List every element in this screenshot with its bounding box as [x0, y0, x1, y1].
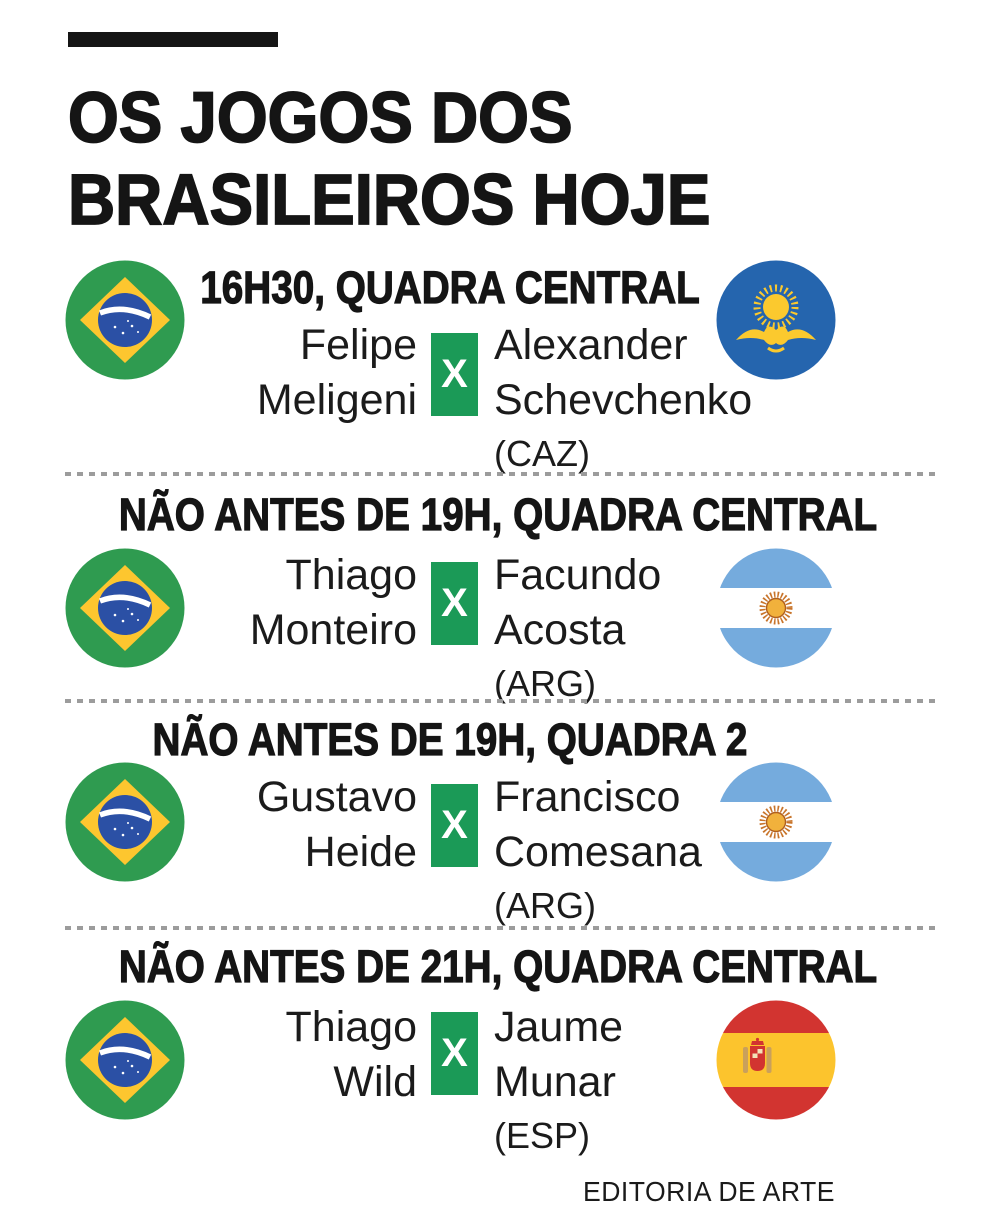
player1-first-name: Thiago — [285, 1003, 417, 1051]
versus-badge: X — [431, 333, 478, 416]
versus-badge: X — [431, 1012, 478, 1095]
player1-first-name: Gustavo — [256, 773, 417, 821]
player2-country-code: (ESP) — [494, 1115, 591, 1156]
player2-name: Alexander Schevchenko (CAZ) — [494, 318, 874, 480]
player2-country-code: (ARG) — [494, 663, 596, 704]
player1-last-name: Heide — [304, 828, 417, 876]
player2-last-name: Munar — [494, 1058, 616, 1106]
player2-last-name: Comesana — [494, 828, 702, 876]
player2-first-name: Facundo — [494, 551, 662, 599]
player2-first-name: Jaume — [494, 1003, 624, 1051]
player1-last-name: Monteiro — [249, 606, 417, 654]
match-time-court: 16H30, QUADRA CENTRAL — [200, 261, 701, 313]
argentina-flag-icon — [716, 762, 836, 882]
versus-label: X — [441, 581, 468, 625]
player2-name: Francisco Comesana (ARG) — [494, 770, 874, 932]
section-divider — [65, 926, 937, 930]
player1-first-name: Thiago — [285, 551, 417, 599]
page-title-line2: BRASILEIROS HOJE — [67, 160, 711, 241]
section-divider — [65, 472, 937, 476]
versus-label: X — [441, 1031, 468, 1075]
match-time-court: NÃO ANTES DE 19H, QUADRA CENTRAL — [118, 488, 878, 540]
versus-badge: X — [431, 562, 478, 645]
player1-name: Felipe Meligeni — [0, 318, 417, 428]
player1-last-name: Wild — [333, 1058, 417, 1106]
player1-last-name: Meligeni — [256, 376, 417, 424]
versus-badge: X — [431, 784, 478, 867]
player1-first-name: Felipe — [299, 321, 417, 369]
player2-last-name: Schevchenko — [494, 376, 753, 424]
player2-first-name: Francisco — [494, 773, 681, 821]
match-time-court: NÃO ANTES DE 19H, QUADRA 2 — [152, 713, 748, 765]
player1-name: Thiago Wild — [0, 1000, 417, 1110]
argentina-flag-icon — [716, 548, 836, 668]
player2-country-code: (ARG) — [494, 885, 596, 926]
art-department-credit: EDITORIA DE ARTE — [582, 1176, 835, 1207]
player2-first-name: Alexander — [494, 321, 688, 369]
section-divider — [65, 699, 937, 703]
player2-name: Jaume Munar (ESP) — [494, 1000, 874, 1162]
accent-bar — [68, 32, 278, 47]
kazakhstan-flag-icon — [716, 260, 836, 380]
page-title-line1: OS JOGOS DOS — [67, 78, 573, 159]
versus-label: X — [441, 352, 468, 396]
player1-name: Thiago Monteiro — [0, 548, 417, 658]
match-time-court: NÃO ANTES DE 21H, QUADRA CENTRAL — [118, 940, 878, 992]
player2-last-name: Acosta — [494, 606, 626, 654]
player1-name: Gustavo Heide — [0, 770, 417, 880]
player2-country-code: (CAZ) — [494, 433, 590, 474]
versus-label: X — [441, 803, 468, 847]
spain-flag-icon — [716, 1000, 836, 1120]
player2-name: Facundo Acosta (ARG) — [494, 548, 874, 710]
page-title: OS JOGOS DOS BRASILEIROS HOJE — [67, 78, 711, 242]
